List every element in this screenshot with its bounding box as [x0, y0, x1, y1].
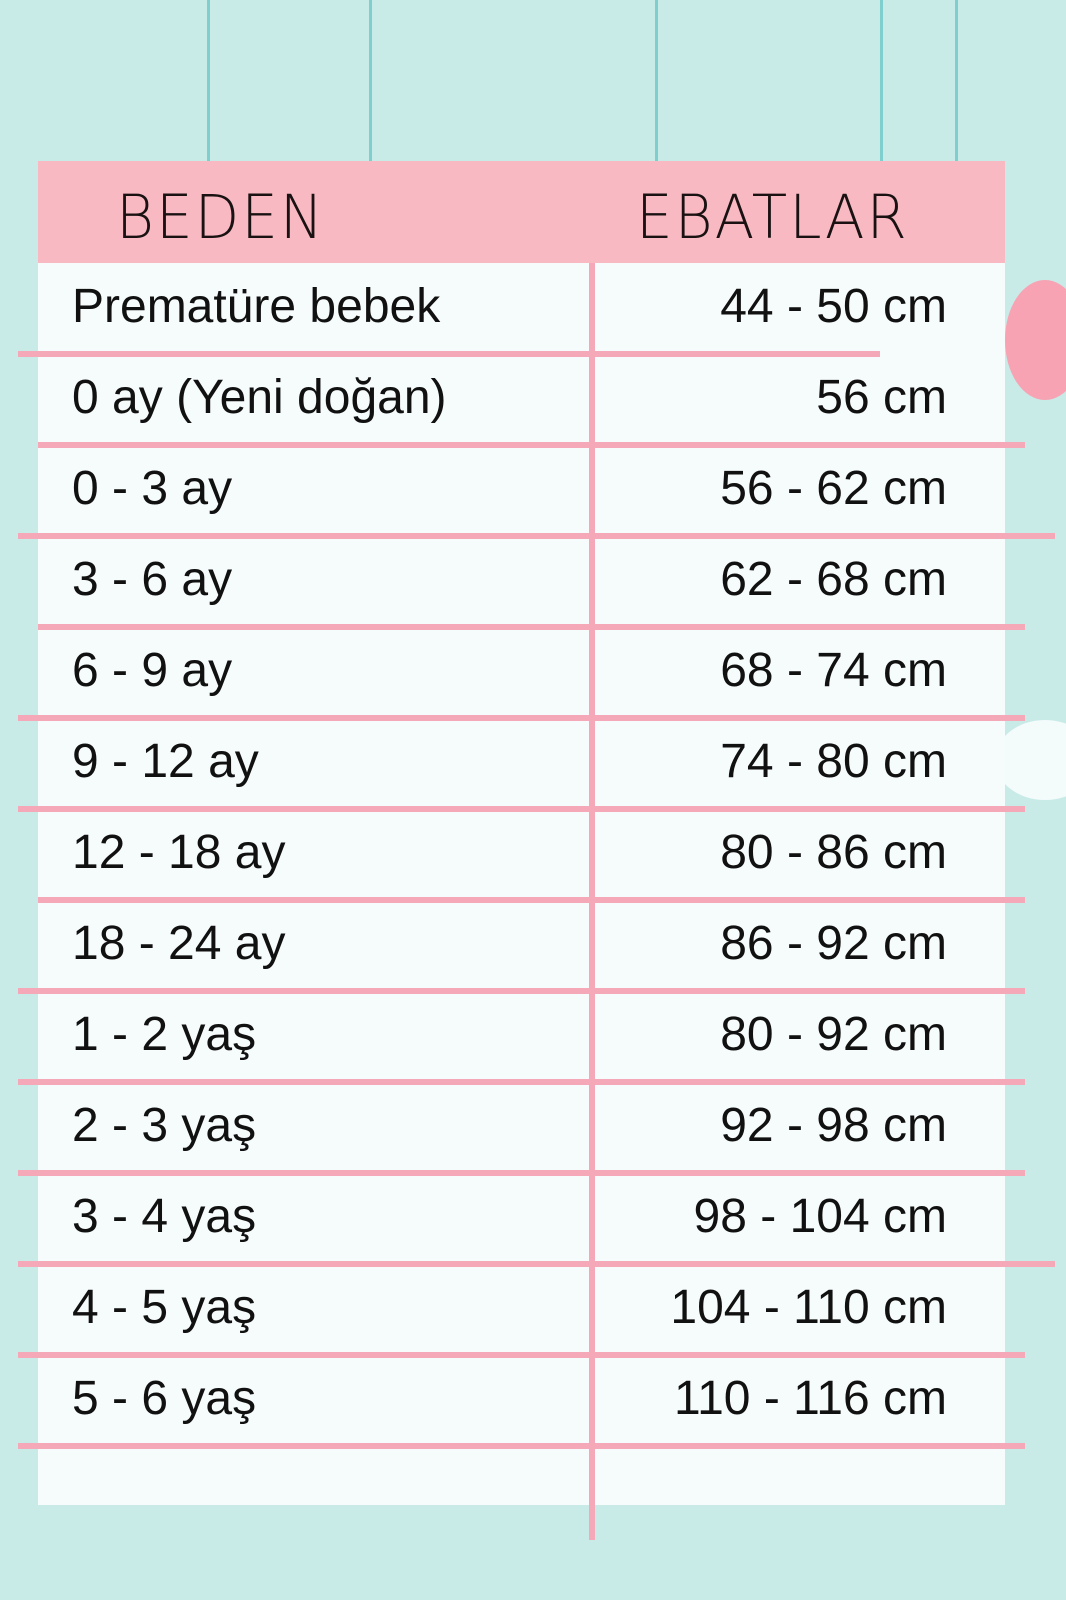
size-cell: 3 - 4 yaş: [72, 1190, 257, 1243]
table-row: Prematüre bebek 44 - 50 cm: [38, 263, 1005, 354]
size-cell: 3 - 6 ay: [72, 553, 233, 606]
size-cell: Prematüre bebek: [72, 280, 441, 333]
measure-cell: 104 - 110 cm: [670, 1281, 947, 1334]
column-divider: [589, 263, 595, 1540]
measure-cell: 56 - 62 cm: [720, 462, 947, 515]
row-divider: [38, 897, 1025, 903]
row-divider: [18, 1443, 1025, 1449]
row-divider: [18, 1261, 1055, 1267]
row-divider: [18, 1079, 1025, 1085]
size-cell: 4 - 5 yaş: [72, 1281, 257, 1334]
table-row: 2 - 3 yaş 92 - 98 cm: [38, 1082, 1005, 1173]
row-divider: [18, 715, 1025, 721]
table-row: 3 - 4 yaş 98 - 104 cm: [38, 1173, 1005, 1264]
header-measure: EBATLAR: [636, 181, 909, 253]
measure-cell: 86 - 92 cm: [720, 917, 947, 970]
table-row: 12 - 18 ay 80 - 86 cm: [38, 809, 1005, 900]
size-chart-card: [38, 161, 1005, 1505]
measure-cell: 74 - 80 cm: [720, 735, 947, 788]
size-cell: 0 - 3 ay: [72, 462, 233, 515]
hanging-string: [955, 0, 958, 161]
size-cell: 6 - 9 ay: [72, 644, 233, 697]
measure-cell: 98 - 104 cm: [693, 1190, 947, 1243]
table-row: 0 ay (Yeni doğan) 56 cm: [38, 354, 1005, 445]
row-divider: [38, 442, 1025, 448]
row-divider: [18, 1352, 1025, 1358]
row-divider: [18, 806, 1025, 812]
size-cell: 12 - 18 ay: [72, 826, 286, 879]
table-row: 18 - 24 ay 86 - 92 cm: [38, 900, 1005, 991]
cloud-decoration: [995, 720, 1066, 800]
hanging-string: [207, 0, 210, 161]
measure-cell: 80 - 86 cm: [720, 826, 947, 879]
row-divider: [18, 533, 1055, 539]
table-row: 6 - 9 ay 68 - 74 cm: [38, 627, 1005, 718]
size-cell: 5 - 6 yaş: [72, 1372, 257, 1425]
measure-cell: 68 - 74 cm: [720, 644, 947, 697]
measure-cell: 110 - 116 cm: [673, 1372, 947, 1425]
size-cell: 9 - 12 ay: [72, 735, 259, 788]
row-divider: [18, 1170, 1025, 1176]
table-header: BEDEN EBATLAR: [38, 161, 1005, 263]
table-row: 3 - 6 ay 62 - 68 cm: [38, 536, 1005, 627]
size-cell: 1 - 2 yaş: [72, 1008, 257, 1061]
table-row: 0 - 3 ay 56 - 62 cm: [38, 445, 1005, 536]
measure-cell: 80 - 92 cm: [720, 1008, 947, 1061]
header-size: BEDEN: [116, 181, 326, 253]
measure-cell: 44 - 50 cm: [720, 280, 947, 333]
measure-cell: 92 - 98 cm: [720, 1099, 947, 1152]
hanging-string: [369, 0, 372, 161]
pink-decoration: [1005, 280, 1066, 400]
hanging-string: [655, 0, 658, 161]
row-divider: [38, 624, 1025, 630]
row-divider: [18, 351, 880, 357]
table-row: 5 - 6 yaş 110 - 116 cm: [38, 1355, 1005, 1446]
size-cell: 2 - 3 yaş: [72, 1099, 257, 1152]
size-cell: 18 - 24 ay: [72, 917, 286, 970]
table-row: 9 - 12 ay 74 - 80 cm: [38, 718, 1005, 809]
size-cell: 0 ay (Yeni doğan): [72, 371, 447, 424]
table-row: 4 - 5 yaş 104 - 110 cm: [38, 1264, 1005, 1355]
measure-cell: 56 cm: [816, 371, 947, 424]
measure-cell: 62 - 68 cm: [720, 553, 947, 606]
table-row: 1 - 2 yaş 80 - 92 cm: [38, 991, 1005, 1082]
row-divider: [18, 988, 1025, 994]
hanging-string: [880, 0, 883, 161]
